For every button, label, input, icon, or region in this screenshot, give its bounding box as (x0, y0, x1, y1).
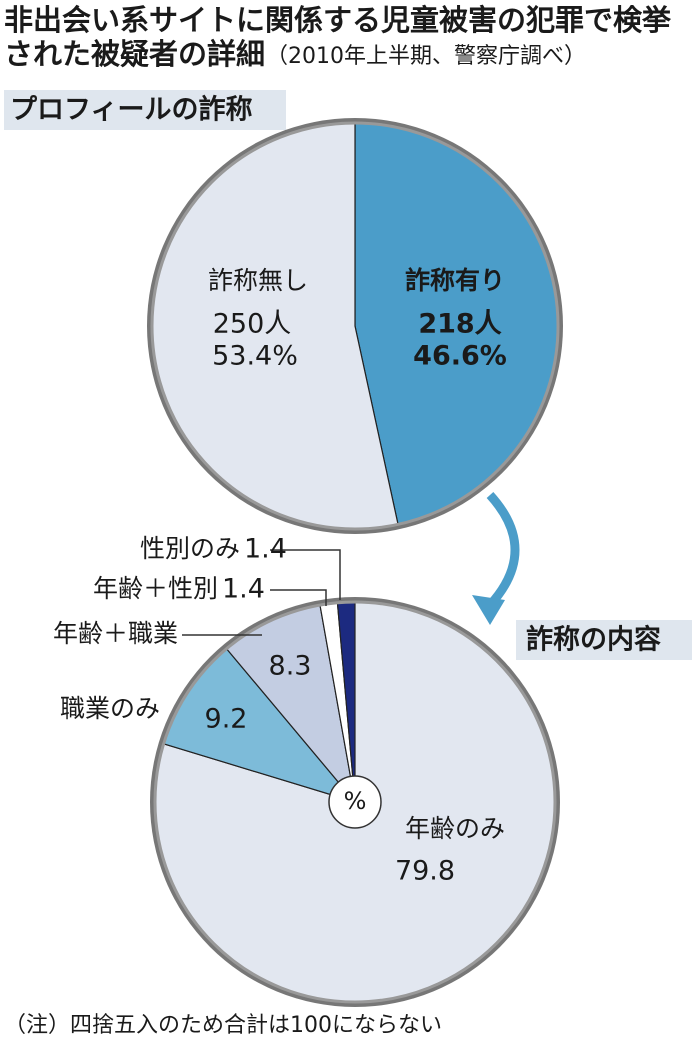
slice-value: 9.2 (205, 704, 248, 735)
slice-name: 職業のみ (60, 694, 160, 723)
title-line: された被疑者の詳細 (4, 37, 265, 71)
leader-line (270, 549, 341, 600)
slice-value: 46.6% (413, 341, 507, 372)
slice-name: 年齢のみ (405, 814, 505, 843)
slice-value: 1.4 (222, 574, 265, 605)
slice-count: 250人 (213, 309, 292, 340)
slice-name: 年齢＋性別 (93, 574, 218, 603)
section-box (516, 620, 692, 660)
leader-line (270, 589, 327, 606)
slice-value: 8.3 (269, 651, 312, 682)
section-title: プロフィールの詐称 (10, 94, 252, 126)
slice-value: 79.8 (395, 856, 455, 887)
footnote: （注）四捨五入のため合計は100にならない (4, 1013, 442, 1038)
slice-count: 218人 (418, 309, 501, 340)
pie-bevel (153, 600, 557, 1004)
center-disc (328, 775, 382, 829)
arrow (486, 491, 520, 609)
subtitle: （2010年上半期、警察庁調べ） (266, 44, 586, 69)
pie-bevel (150, 121, 560, 531)
arrow-head (472, 595, 505, 625)
section-box (4, 90, 286, 130)
section-title: 詐称の内容 (526, 624, 661, 656)
slice-name: 性別のみ (140, 534, 240, 563)
slice-value: 1.4 (244, 534, 287, 565)
center-label: % (344, 787, 367, 815)
title-line: 非出会い系サイトに関係する児童被害の犯罪で検挙 (4, 3, 672, 37)
slice-name: 詐称無し (208, 266, 308, 295)
slice-name: 詐称有り (405, 266, 505, 295)
slice-value: 53.4% (212, 341, 298, 372)
slice-name: 年齢＋職業 (53, 619, 178, 648)
